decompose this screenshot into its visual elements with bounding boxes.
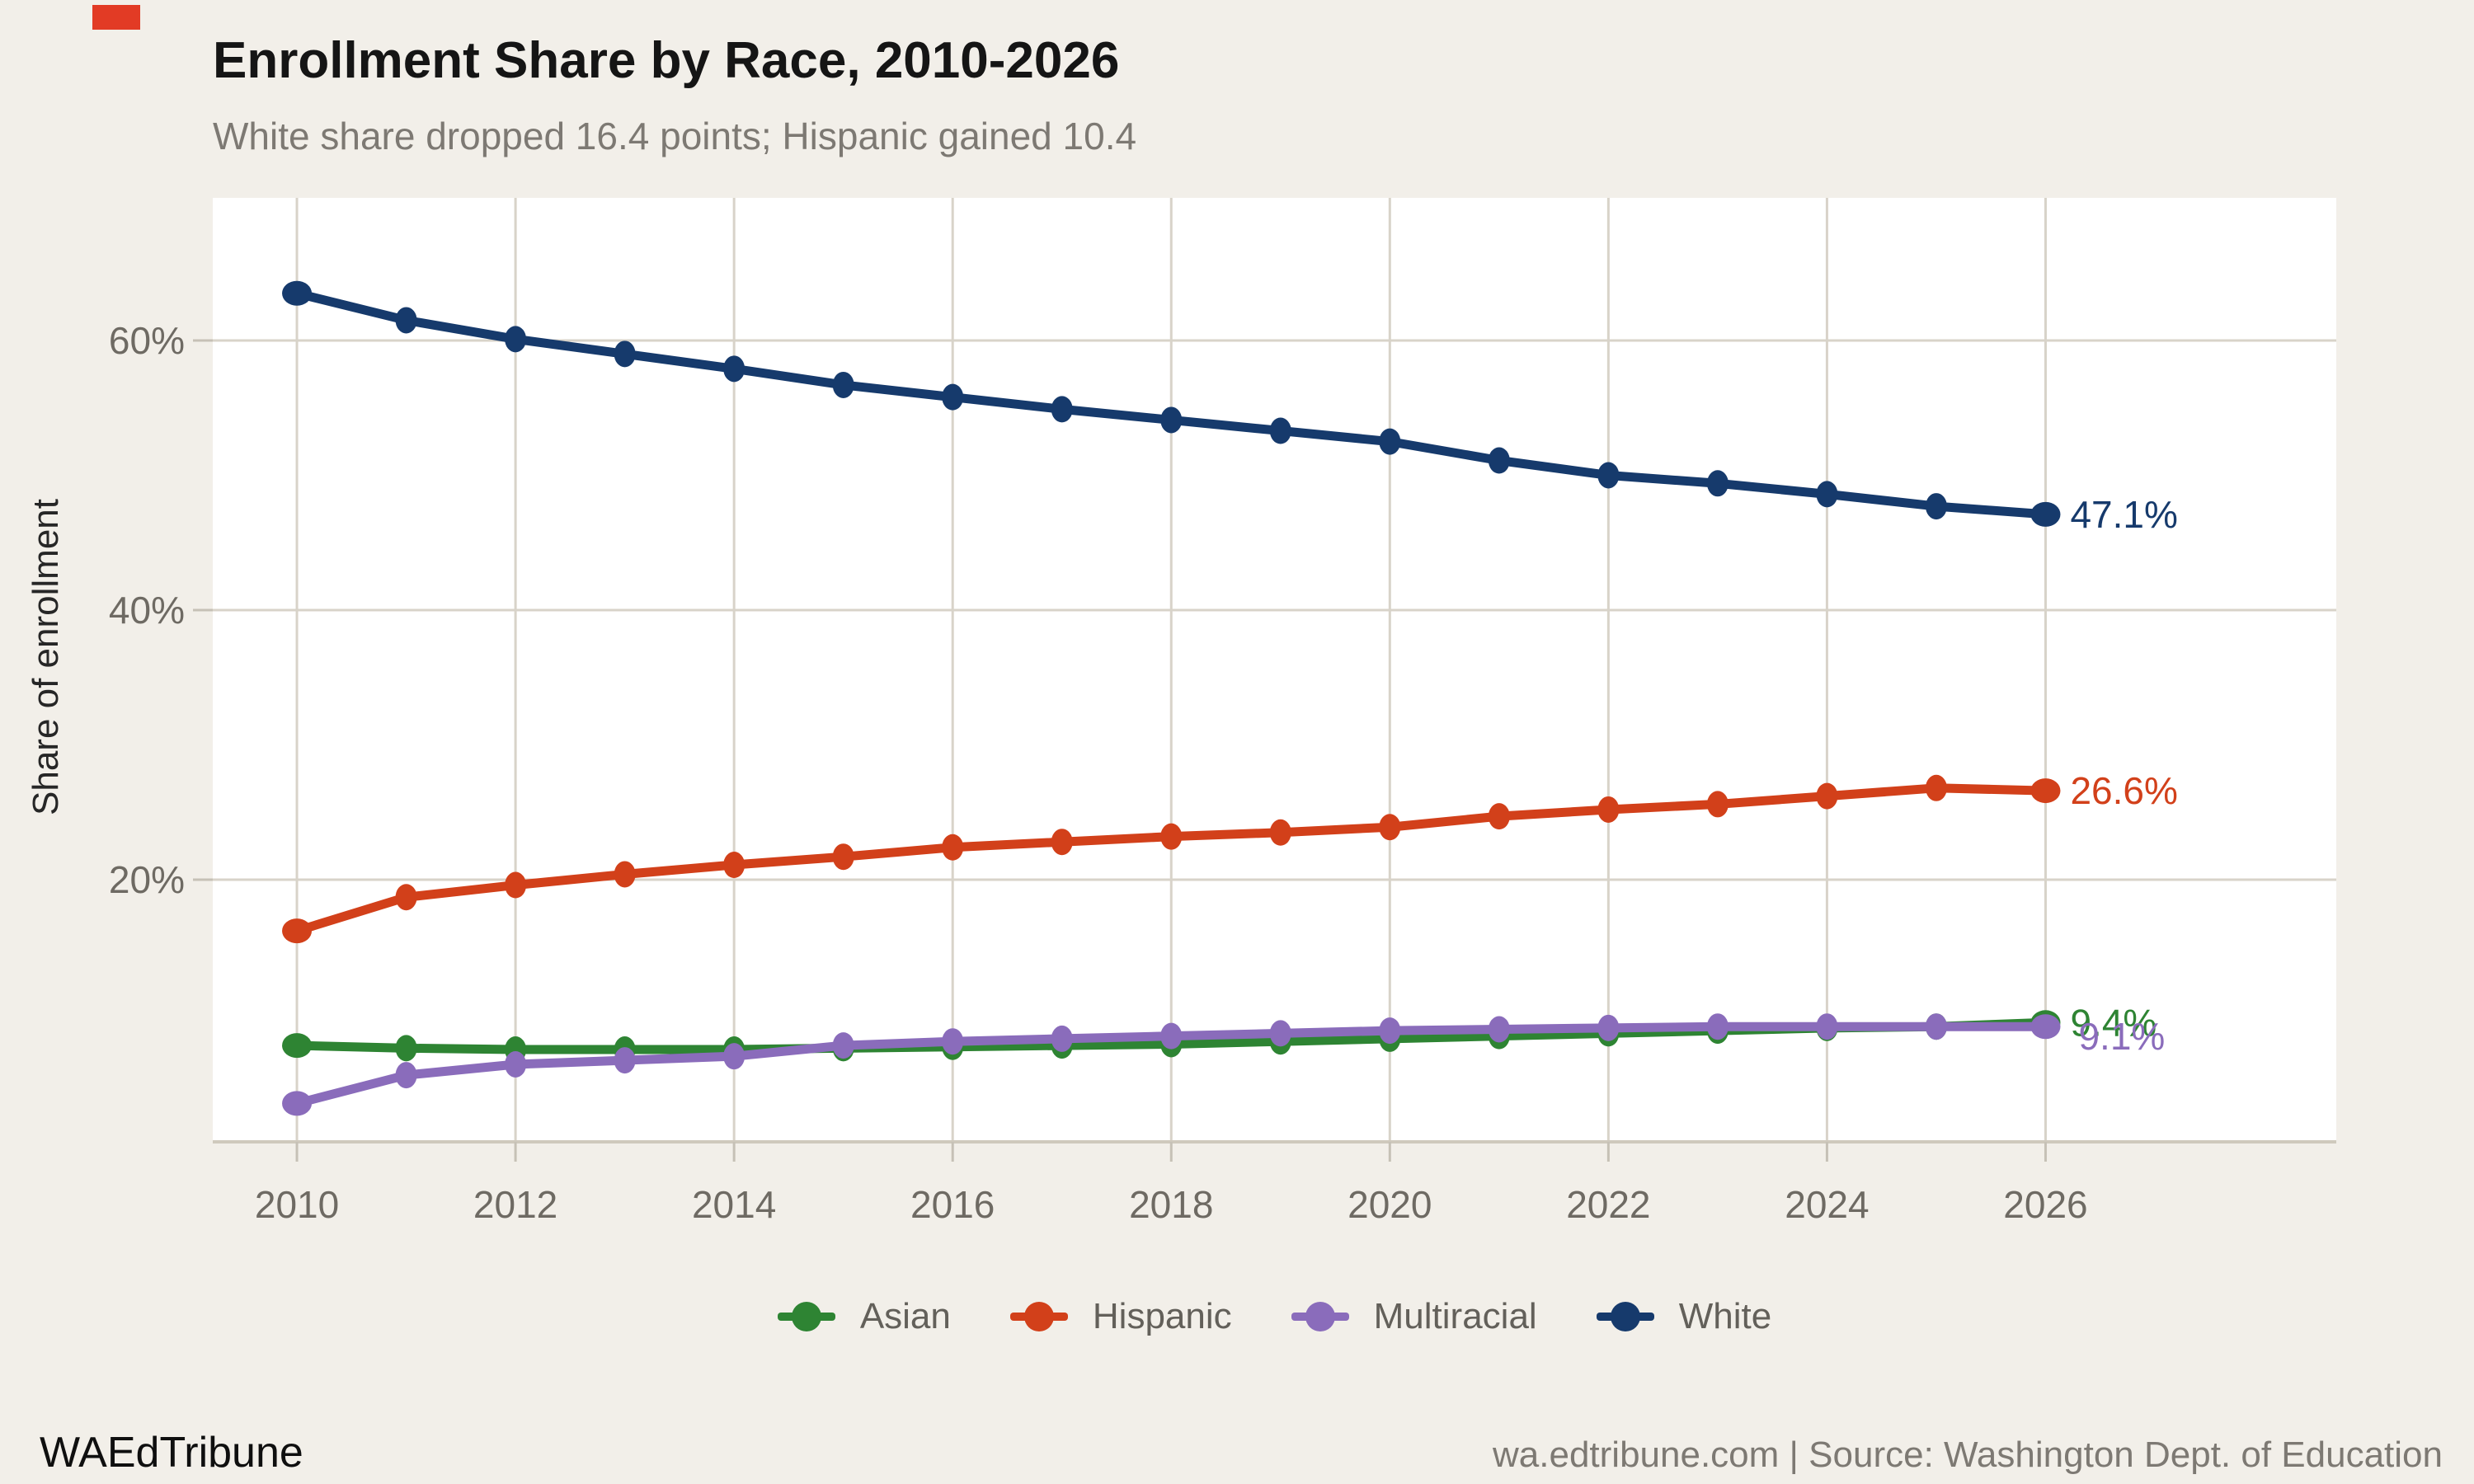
x-tick-label: 2010 [255,1183,339,1226]
data-point-multiracial [1379,1017,1401,1045]
legend-item-white: White [1596,1296,1772,1337]
legend-dot-icon [791,1302,821,1331]
chart-title: Enrollment Share by Race, 2010-2026 [213,32,1120,89]
data-point-white [282,280,313,306]
data-point-multiracial [1706,1013,1729,1040]
data-point-hispanic [1816,782,1838,810]
data-point-hispanic [942,834,964,861]
legend-label: Multiracial [1373,1296,1537,1336]
data-point-white [1488,447,1510,474]
x-tick-label: 2014 [692,1183,776,1226]
legend-item-multiracial: Multiracial [1291,1296,1537,1337]
x-tick-label: 2024 [1785,1183,1869,1226]
legend-marker-white [1596,1301,1654,1332]
data-point-multiracial [942,1028,964,1055]
data-point-hispanic [614,861,636,888]
data-point-white [1051,396,1073,423]
x-tick-label: 2026 [2003,1183,2087,1226]
data-point-asian [395,1035,417,1062]
x-tick-label: 2016 [910,1183,995,1226]
data-point-white [1706,470,1729,497]
data-point-white [723,355,745,383]
legend-label: White [1678,1296,1772,1336]
data-point-multiracial [1816,1013,1838,1040]
legend-dot-icon [1305,1302,1335,1331]
y-tick-label: 40% [109,589,185,632]
data-point-multiracial [1051,1025,1073,1052]
data-point-hispanic [1925,774,1947,801]
footer-source: wa.edtribune.com | Source: Washington De… [1493,1435,2443,1475]
data-point-white [1379,428,1401,455]
data-point-multiracial [614,1047,636,1074]
data-point-hispanic [282,918,313,944]
end-value-label-hispanic: 26.6% [2070,769,2177,812]
x-tick-label: 2020 [1348,1183,1432,1226]
data-point-white [1160,406,1183,434]
end-value-label-asian: 9.4% [2070,1001,2157,1044]
data-point-multiracial [1597,1014,1620,1041]
footer-brand: WAEdTribune [40,1429,303,1477]
data-point-white [505,326,527,353]
end-value-label-multiracial: 9.1% [2078,1015,2165,1058]
data-point-white [395,307,417,334]
data-point-multiracial [1488,1016,1510,1043]
recording-indicator [92,5,140,30]
data-point-multiracial [1925,1013,1947,1040]
legend-marker-hispanic [1009,1301,1068,1332]
data-point-white [1269,417,1291,444]
data-point-hispanic [505,871,527,899]
legend-marker-asian [777,1301,835,1332]
data-point-hispanic [832,843,854,871]
data-point-hispanic [395,884,417,911]
data-point-white [1816,481,1838,508]
legend-label: Asian [859,1296,951,1336]
data-point-multiracial [505,1050,527,1078]
x-tick-label: 2012 [473,1183,557,1226]
data-point-hispanic [1379,814,1401,841]
data-point-hispanic [1488,803,1510,830]
legend-item-hispanic: Hispanic [1009,1296,1232,1337]
data-point-asian [282,1033,313,1059]
data-point-hispanic [1160,823,1183,850]
data-point-multiracial [832,1032,854,1059]
data-point-hispanic [1597,796,1620,823]
data-point-white [1597,462,1620,489]
chart-legend: Asian Hispanic Multiracial White [213,1296,2336,1337]
data-point-white [1925,493,1947,520]
legend-label: Hispanic [1092,1296,1232,1336]
data-point-white [942,383,964,411]
data-point-multiracial [1269,1020,1291,1047]
data-point-white [832,371,854,398]
data-point-hispanic [723,852,745,879]
chart-subtitle: White share dropped 16.4 points; Hispani… [213,115,1137,157]
data-point-multiracial [395,1062,417,1089]
x-tick-label: 2022 [1566,1183,1650,1226]
data-point-multiracial [282,1091,313,1116]
legend-dot-icon [1610,1302,1640,1331]
y-tick-label: 20% [109,858,185,901]
data-point-hispanic [1051,829,1073,856]
data-point-hispanic [2030,778,2061,804]
x-tick-label: 2018 [1129,1183,1213,1226]
legend-dot-icon [1023,1302,1054,1331]
y-tick-label: 60% [109,319,185,362]
data-point-multiracial [1160,1022,1183,1050]
data-point-hispanic [1706,791,1729,818]
plot-panel [213,198,2336,1142]
data-point-multiracial [723,1043,745,1070]
data-point-hispanic [1269,819,1291,846]
end-value-label-white: 47.1% [2070,493,2177,536]
data-point-white [2030,501,2061,527]
data-point-multiracial [2030,1014,2061,1040]
legend-marker-multiracial [1291,1301,1349,1332]
legend-item-asian: Asian [777,1296,951,1337]
data-point-white [614,340,636,368]
